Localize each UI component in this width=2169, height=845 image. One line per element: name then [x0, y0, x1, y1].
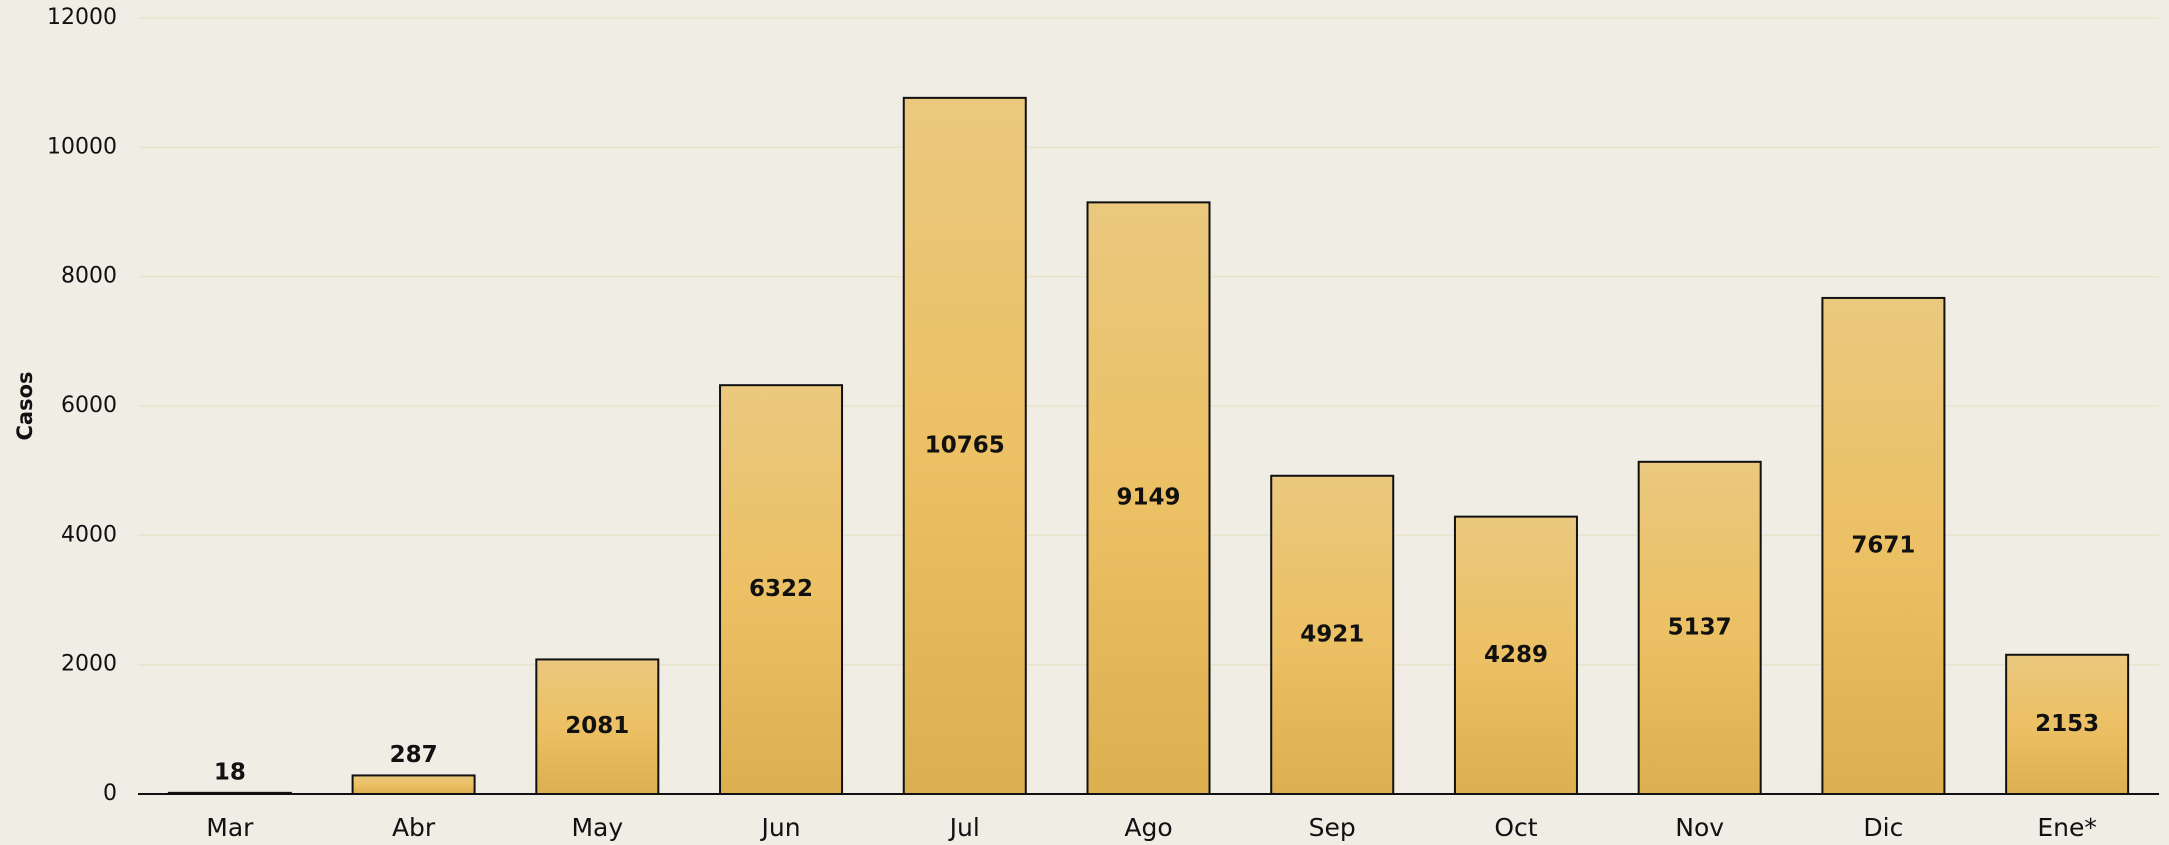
- value-label: 4289: [1484, 642, 1548, 668]
- bar: [535, 658, 660, 795]
- x-tick-label: Abr: [392, 813, 436, 842]
- x-tick-label: Ene*: [2037, 813, 2097, 842]
- x-tick-label: Jun: [760, 813, 801, 842]
- x-tick-label: Jul: [948, 813, 980, 842]
- value-label: 287: [390, 742, 438, 768]
- bar: [1821, 296, 1946, 795]
- x-tick-label: Mar: [206, 813, 254, 842]
- x-tick-label: Oct: [1494, 813, 1537, 842]
- bar: [1270, 474, 1395, 795]
- bar: [351, 774, 476, 796]
- y-axis-label: Casos: [13, 371, 37, 440]
- x-tick-label: Dic: [1863, 813, 1903, 842]
- value-label: 2081: [565, 713, 629, 739]
- y-tick-label: 2000: [61, 652, 117, 677]
- value-label: 10765: [925, 432, 1005, 458]
- y-tick-label: 4000: [61, 522, 117, 547]
- y-tick-label: 8000: [61, 264, 117, 289]
- value-label: 9149: [1116, 485, 1180, 511]
- value-label: 2153: [2035, 711, 2099, 737]
- bar: [1453, 515, 1578, 795]
- x-tick-label: May: [571, 813, 623, 842]
- value-label: 18: [214, 759, 246, 785]
- y-tick-label: 12000: [47, 5, 117, 30]
- y-tick-label: 0: [103, 781, 117, 806]
- bar: [719, 384, 844, 795]
- y-tick-label: 6000: [61, 393, 117, 418]
- bar: [1637, 460, 1762, 795]
- y-tick-label: 10000: [47, 134, 117, 159]
- value-label: 6322: [749, 576, 813, 602]
- value-label: 4921: [1300, 621, 1364, 647]
- value-label: 5137: [1668, 614, 1732, 640]
- x-tick-label: Ago: [1124, 813, 1172, 842]
- x-tick-label: Sep: [1309, 813, 1356, 842]
- x-tick-label: Nov: [1675, 813, 1724, 842]
- value-label: 7671: [1851, 532, 1915, 558]
